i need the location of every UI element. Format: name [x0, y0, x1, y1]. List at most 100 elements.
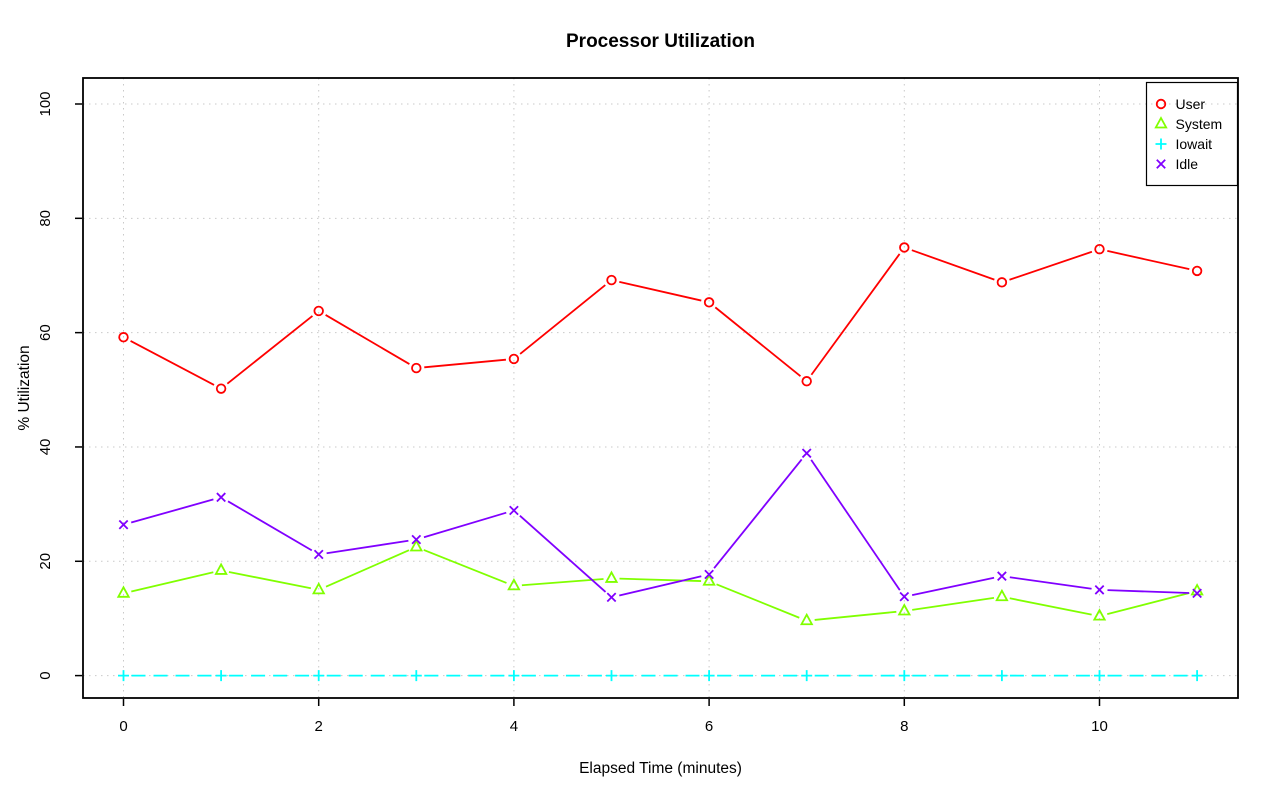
triangle-marker — [1154, 116, 1168, 129]
plus-marker — [801, 670, 813, 682]
line-segment — [810, 253, 901, 376]
plus-marker — [606, 670, 617, 682]
x-marker — [216, 492, 226, 503]
line-segment — [716, 583, 800, 619]
y-tick-label: 100 — [37, 91, 54, 116]
x-marker — [313, 549, 324, 560]
legend-item-label: User — [1176, 96, 1206, 112]
circle-marker — [996, 277, 1008, 288]
x-axis: 0 2 4 6 8 10 — [119, 699, 1108, 735]
legend-item-iowait: Iowait — [1155, 136, 1212, 152]
x-marker — [509, 505, 519, 516]
gridlines — [83, 78, 1238, 698]
triangle-marker — [1092, 608, 1107, 621]
line-segment — [131, 571, 214, 593]
legend-item-label: System — [1176, 116, 1223, 132]
plus-marker — [1094, 670, 1105, 682]
line-segment — [326, 539, 409, 555]
triangle-marker — [409, 539, 424, 552]
legend: User System Iowait Idle — [1145, 81, 1239, 187]
plus-marker — [215, 670, 227, 682]
line-segment — [1009, 250, 1093, 281]
circle-marker — [1094, 243, 1105, 255]
line-segment — [714, 306, 802, 377]
y-tick-label: 0 — [37, 671, 54, 679]
y-tick-label: 20 — [37, 553, 54, 570]
y-tick-label: 60 — [37, 324, 54, 341]
line-segment — [325, 549, 410, 588]
triangle-marker — [995, 588, 1009, 602]
x-marker — [801, 448, 812, 459]
circle-marker — [215, 383, 227, 394]
line-segment — [619, 577, 702, 582]
triangle-marker — [214, 562, 228, 575]
circle-marker — [899, 242, 910, 253]
legend-item-label: Idle — [1176, 156, 1199, 172]
line-segment — [1009, 597, 1092, 616]
circle-marker — [118, 332, 129, 343]
chart-title: Processor Utilization — [566, 31, 755, 52]
y-tick-label: 80 — [37, 210, 54, 227]
circle-marker — [1191, 265, 1203, 277]
y-axis-label: % Utilization — [16, 345, 33, 431]
line-segment — [1107, 250, 1190, 271]
triangle-marker — [897, 603, 912, 616]
line-segment — [521, 578, 604, 587]
triangle-marker — [507, 577, 521, 591]
line-segment — [325, 314, 410, 365]
x-marker — [1192, 588, 1202, 599]
x-marker — [997, 571, 1007, 581]
triangle-marker — [799, 612, 814, 626]
line-segment — [814, 610, 897, 621]
y-axis: 0 20 40 60 80 100 — [37, 91, 82, 680]
plus-marker — [410, 670, 422, 682]
plus-marker — [1191, 670, 1203, 682]
y-tick-label: 40 — [37, 439, 54, 456]
line-segment — [228, 571, 312, 590]
legend-box — [1145, 81, 1239, 187]
line-segment — [1009, 576, 1092, 590]
line-segment — [130, 340, 215, 386]
series-user — [118, 242, 1203, 394]
x-tick-label: 4 — [510, 718, 518, 735]
x-marker — [704, 569, 714, 580]
circle-marker — [801, 376, 812, 387]
circle-marker — [411, 362, 422, 374]
x-marker — [1156, 159, 1166, 169]
x-axis-label: Elapsed Time (minutes) — [579, 760, 742, 777]
x-marker — [606, 592, 617, 603]
legend-item-idle: Idle — [1156, 156, 1199, 172]
x-tick-label: 8 — [900, 718, 908, 735]
line-segment — [227, 500, 313, 552]
series-iowait — [118, 670, 1203, 682]
triangle-marker — [116, 585, 131, 598]
line-segment — [810, 459, 901, 591]
circle-marker — [1155, 98, 1167, 110]
legend-item-user: User — [1155, 96, 1206, 112]
line-segment — [423, 549, 507, 584]
circle-marker — [606, 274, 617, 286]
plus-marker — [313, 670, 325, 682]
series-idle — [118, 448, 1202, 603]
x-marker — [118, 519, 129, 530]
legend-item-system: System — [1154, 116, 1223, 132]
line-segment — [519, 284, 606, 355]
plus-marker — [703, 670, 715, 682]
x-tick-label: 0 — [119, 718, 127, 735]
line-segment — [1107, 589, 1190, 594]
x-marker — [411, 534, 422, 545]
line-segment — [519, 515, 607, 593]
line-segment — [911, 249, 995, 281]
x-tick-label: 2 — [315, 718, 323, 735]
line-segment — [619, 575, 702, 597]
line-segment — [424, 358, 507, 369]
line-segment — [911, 576, 995, 596]
series-system — [116, 539, 1204, 626]
plus-marker — [118, 670, 129, 682]
circle-marker — [703, 297, 715, 308]
triangle-marker — [604, 570, 619, 583]
circle-marker — [313, 305, 324, 317]
line-segment — [912, 596, 995, 611]
